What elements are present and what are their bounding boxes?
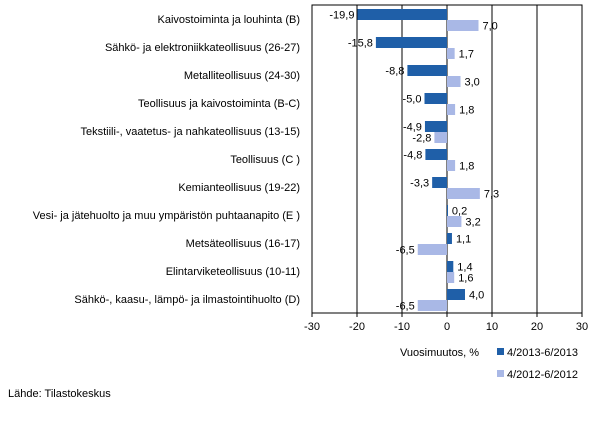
bar-series-1 — [447, 261, 454, 272]
bar-series-2 — [447, 20, 479, 31]
source-note: Lähde: Tilastokeskus — [8, 388, 111, 400]
value-label: -2,8 — [412, 133, 431, 145]
bar-series-1 — [424, 93, 447, 104]
category-label: Teollisuus (C ) — [230, 154, 300, 166]
category-label: Tekstiili-, vaatetus- ja nahkateollisuus… — [81, 126, 301, 138]
legend-swatch — [497, 370, 504, 377]
legend-label: 4/2012-6/2012 — [507, 369, 578, 381]
x-axis-title: Vuosimuutos, % — [400, 347, 479, 359]
bars — [357, 9, 480, 311]
category-label: Elintarviketeollisuus (10-11) — [166, 266, 300, 278]
x-tick-label: 30 — [576, 321, 588, 333]
bar-series-1 — [447, 289, 465, 300]
x-tick-label: -10 — [394, 321, 410, 333]
bar-series-1 — [432, 177, 447, 188]
bar-series-2 — [417, 300, 447, 311]
category-label: Metalliteollisuus (24-30) — [184, 70, 300, 82]
value-labels: -19,9 7,0 -15,8 1,7 -8,8 3,0 -5,0 1,8 -4,9-2,8 -4… — [329, 10, 499, 313]
value-label: 0,2 — [452, 206, 467, 218]
bar-series-1 — [425, 149, 447, 160]
bar-series-2 — [447, 104, 456, 115]
value-label: -15,8 — [348, 38, 373, 50]
category-labels: Kaivostoiminta ja louhinta (B) Sähkö- ja … — [33, 14, 300, 306]
value-label: 1,4 — [457, 262, 472, 274]
value-label: -4,9 — [403, 122, 422, 134]
value-label: -5,0 — [403, 94, 422, 106]
legend: 4/2013-6/2013 4/2012-6/2012 — [497, 347, 578, 381]
value-label: 1,6 — [458, 273, 473, 285]
bar-series-2 — [447, 272, 455, 283]
bar-series-1 — [375, 37, 447, 48]
value-label: 7,0 — [483, 21, 498, 33]
category-label: Sähkö-, kaasu-, lämpö- ja ilmastointihuo… — [74, 294, 300, 306]
bar-series-2 — [447, 48, 455, 59]
category-label: Metsäteollisuus (16-17) — [186, 238, 300, 250]
bar-series-2 — [447, 76, 461, 87]
bar-series-1 — [447, 233, 452, 244]
value-label: -6,5 — [396, 245, 415, 257]
x-tick-label: 20 — [531, 321, 543, 333]
bar-series-2 — [417, 244, 447, 255]
bar-series-1 — [407, 65, 447, 76]
bar-series-1 — [357, 9, 447, 20]
value-label: -8,8 — [385, 66, 404, 78]
value-label: -19,9 — [329, 10, 354, 22]
value-label: 1,1 — [456, 234, 471, 246]
x-tick-label: 0 — [444, 321, 450, 333]
category-label: Sähkö- ja elektroniikkateollisuus (26-27… — [105, 42, 300, 54]
value-label: -3,3 — [410, 178, 429, 190]
x-axis: -30 -20 -10 0 10 20 30 — [304, 313, 588, 333]
x-tick-label: -30 — [304, 321, 320, 333]
category-label: Teollisuus ja kaivostoiminta (B-C) — [138, 98, 300, 110]
value-label: 1,7 — [459, 49, 474, 61]
category-label: Vesi- ja jätehuolto ja muu ympäristön pu… — [33, 210, 300, 222]
bar-series-2 — [447, 160, 456, 171]
value-label: -6,5 — [396, 301, 415, 313]
legend-swatch — [497, 348, 504, 355]
value-label: 4,0 — [469, 290, 484, 302]
bar-series-2 — [434, 132, 447, 143]
x-tick-label: -20 — [349, 321, 365, 333]
value-label: 7,3 — [484, 189, 499, 201]
category-label: Kaivostoiminta ja louhinta (B) — [158, 14, 300, 26]
value-label: 3,0 — [465, 77, 480, 89]
bar-series-2 — [447, 216, 462, 227]
category-label: Kemianteollisuus (19-22) — [178, 182, 300, 194]
bar-series-1 — [424, 121, 447, 132]
legend-label: 4/2013-6/2013 — [507, 347, 578, 359]
x-tick-label: 10 — [486, 321, 498, 333]
bar-series-2 — [447, 188, 480, 199]
value-label: -4,8 — [403, 150, 422, 162]
value-label: 3,2 — [465, 217, 480, 229]
value-label: 1,8 — [459, 105, 474, 117]
value-label: 1,8 — [459, 161, 474, 173]
bar-series-1 — [447, 205, 448, 216]
